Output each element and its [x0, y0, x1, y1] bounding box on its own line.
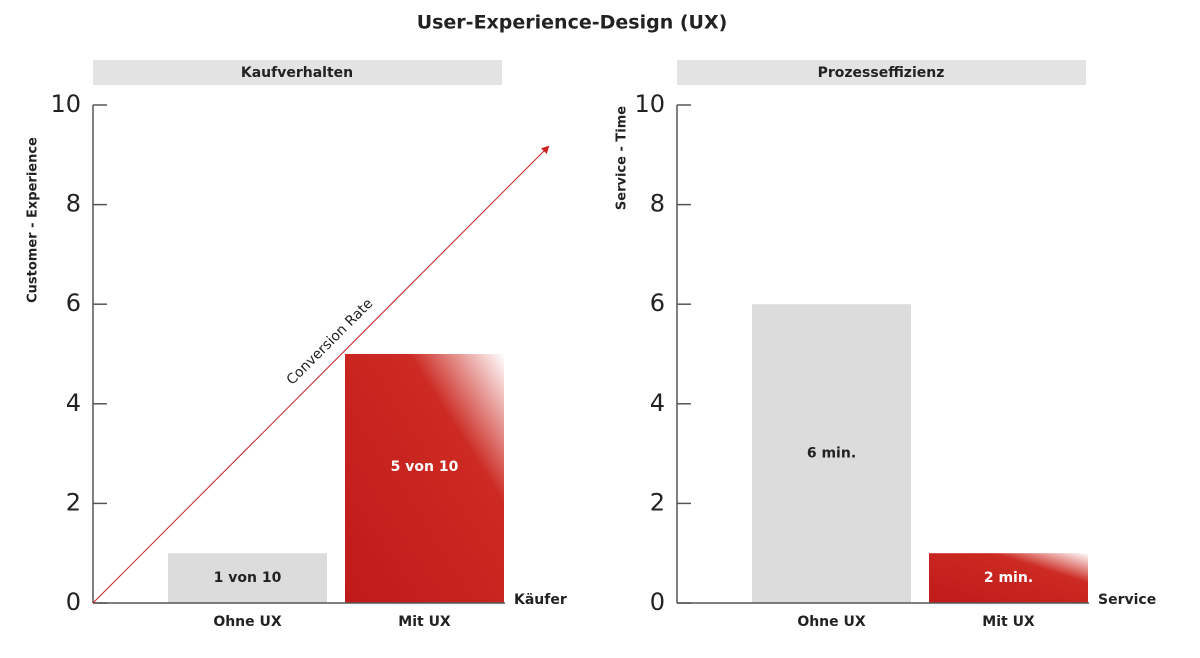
x-axis-label: Käufer — [514, 592, 567, 608]
bar-text: 6 min. — [807, 446, 856, 462]
y-axis-label: Service - Time — [615, 106, 630, 210]
bar — [345, 354, 504, 603]
panel-title: Prozesseffizienz — [818, 65, 945, 81]
y-tick-label: 4 — [66, 389, 81, 417]
bar — [752, 304, 911, 603]
bar-text: 2 min. — [984, 570, 1033, 586]
y-tick-label: 10 — [634, 90, 665, 118]
x-tick-label: Ohne UX — [213, 614, 282, 630]
y-tick-label: 10 — [50, 90, 81, 118]
y-axis-label: Customer - Experience — [26, 137, 41, 303]
bar-text: 5 von 10 — [391, 459, 459, 475]
panel-title: Kaufverhalten — [241, 65, 353, 81]
x-tick-label: Mit UX — [982, 614, 1035, 630]
panel-header — [677, 60, 1086, 85]
y-tick-label: 6 — [66, 289, 81, 317]
x-axis-label: Service — [1098, 592, 1156, 608]
bar — [168, 553, 327, 603]
y-tick-label: 2 — [66, 488, 81, 516]
y-tick-label: 2 — [650, 488, 665, 516]
x-tick-label: Ohne UX — [797, 614, 866, 630]
y-tick-label: 6 — [650, 289, 665, 317]
y-tick-label: 0 — [650, 588, 665, 616]
bar — [929, 553, 1088, 603]
panel-header — [93, 60, 502, 85]
y-tick-label: 8 — [650, 190, 665, 218]
y-tick-label: 8 — [66, 190, 81, 218]
figure-title: User-Experience-Design (UX) — [417, 12, 728, 34]
y-tick-label: 0 — [66, 588, 81, 616]
bar-text: 1 von 10 — [214, 570, 282, 586]
y-tick-label: 4 — [650, 389, 665, 417]
x-tick-label: Mit UX — [398, 614, 451, 630]
annotation-arrow — [92, 145, 550, 604]
